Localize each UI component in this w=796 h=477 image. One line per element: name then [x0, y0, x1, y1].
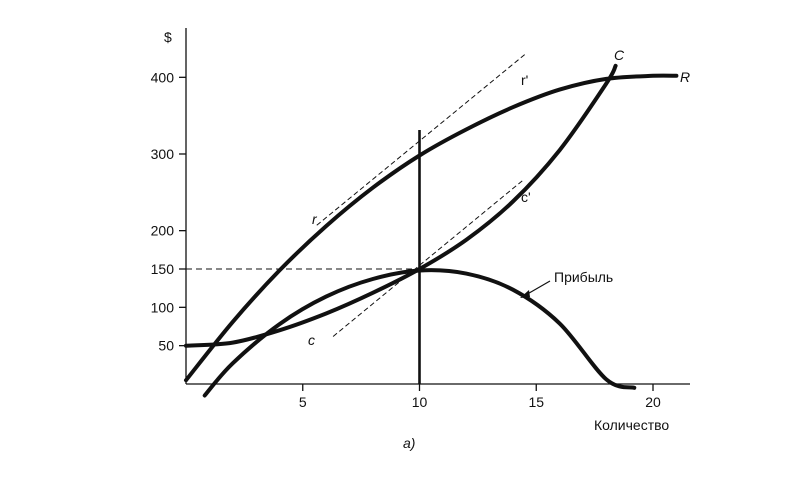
revenue-curve-label: R — [680, 69, 690, 85]
revenue-tangent-line — [316, 52, 528, 226]
x-axis-label: Количество — [594, 417, 669, 433]
cost-tangent-line — [332, 180, 523, 337]
y-axis-label: $ — [164, 29, 172, 45]
profit-curve-label: Прибыль — [554, 269, 613, 285]
y-tick-label: 200 — [151, 223, 175, 239]
profit-curve — [202, 268, 637, 398]
y-tick-label: 400 — [151, 69, 175, 85]
x-ticks: 5 10 15 20 — [299, 384, 661, 410]
cost-tangent-label-c: c — [308, 332, 315, 348]
figure-caption: а) — [403, 435, 415, 451]
cost-tangent-label-c-prime: c' — [521, 189, 531, 205]
x-tick-label: 15 — [528, 394, 544, 410]
revenue-tangent-label-r: r — [312, 211, 318, 227]
profit-label-arrowhead — [520, 290, 530, 298]
y-tick-label: 50 — [158, 338, 174, 354]
x-tick-label: 20 — [645, 394, 661, 410]
y-tick-label: 100 — [151, 299, 175, 315]
y-tick-label: 300 — [151, 146, 175, 162]
y-tick-label: 150 — [151, 261, 175, 277]
x-tick-label: 5 — [299, 394, 307, 410]
cost-curve-label: C — [614, 47, 625, 63]
y-ticks: 50 100 150 200 300 400 — [151, 69, 186, 354]
x-tick-label: 10 — [412, 394, 428, 410]
revenue-tangent-label-r-prime: r' — [521, 72, 528, 88]
